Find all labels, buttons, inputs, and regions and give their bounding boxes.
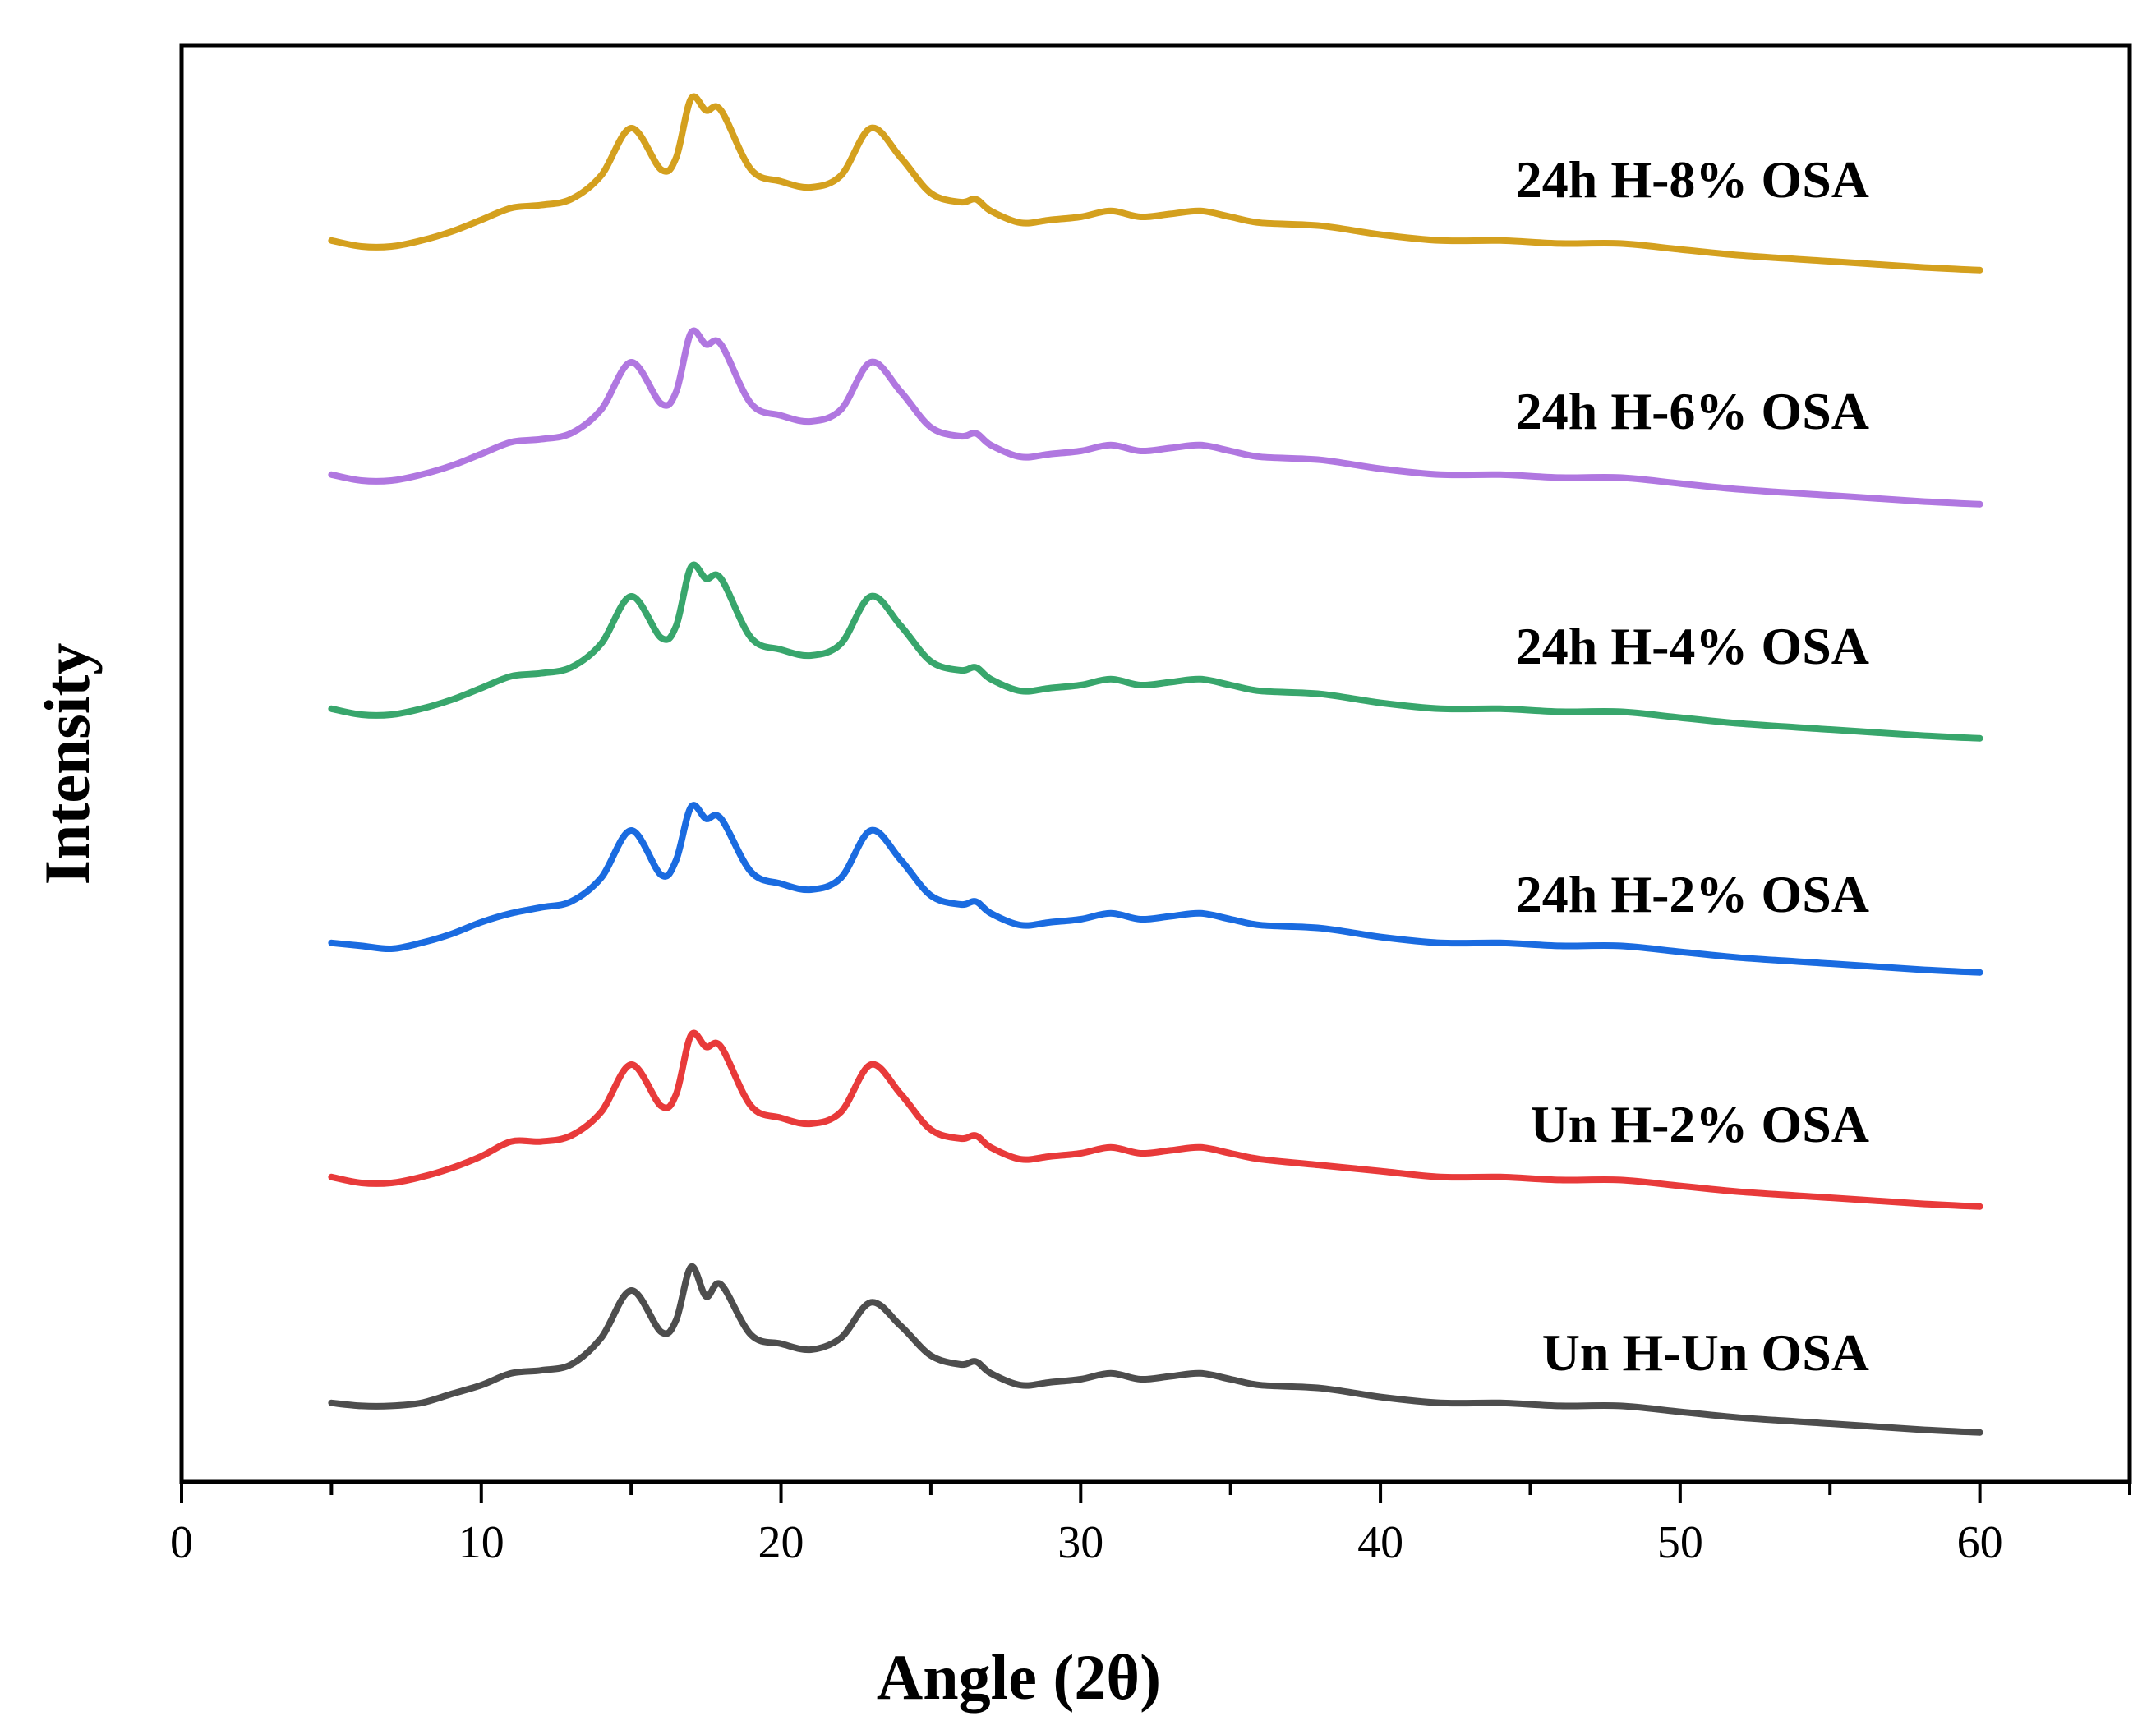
series-label: 24h H-6% OSA: [1516, 382, 1869, 440]
x-tick-label: 10: [458, 1517, 504, 1568]
x-axis-ticks: [180, 1482, 2131, 1503]
x-tick-label: 20: [758, 1517, 804, 1568]
y-axis-title: Intensity: [31, 643, 103, 886]
plot-frame: [179, 43, 2132, 1484]
x-axis-title: Angle (2θ): [877, 1641, 1161, 1713]
x-tick-label: 0: [170, 1517, 193, 1568]
series-line-un-h-un-osa: [328, 1263, 1983, 1436]
x-tick-label: 60: [1957, 1517, 2003, 1568]
x-axis-tick-labels: 0 10 20 30 40 50 60: [170, 1517, 2003, 1568]
series-line-24h-h-6-osa: [328, 327, 1983, 508]
series-line-24h-h-4-osa: [328, 561, 1983, 742]
series-label: 24h H-2% OSA: [1516, 865, 1869, 923]
x-tick-label: 30: [1057, 1517, 1103, 1568]
series-labels: Un H-Un OSA Un H-2% OSA 24h H-2% OSA 24h H-…: [1516, 150, 1869, 1382]
series-line-24h-h-2-osa: [328, 802, 1983, 976]
series-label: 24h H-4% OSA: [1516, 617, 1869, 675]
series-label: 24h H-8% OSA: [1516, 150, 1869, 209]
series-curves: [328, 93, 1983, 1436]
series-line-un-h-2-osa: [328, 1029, 1983, 1210]
series-label: Un H-Un OSA: [1542, 1323, 1869, 1382]
series-label: Un H-2% OSA: [1531, 1095, 1870, 1153]
series-line-24h-h-8-osa: [328, 93, 1983, 274]
x-tick-label: 50: [1657, 1517, 1703, 1568]
x-tick-label: 40: [1357, 1517, 1403, 1568]
